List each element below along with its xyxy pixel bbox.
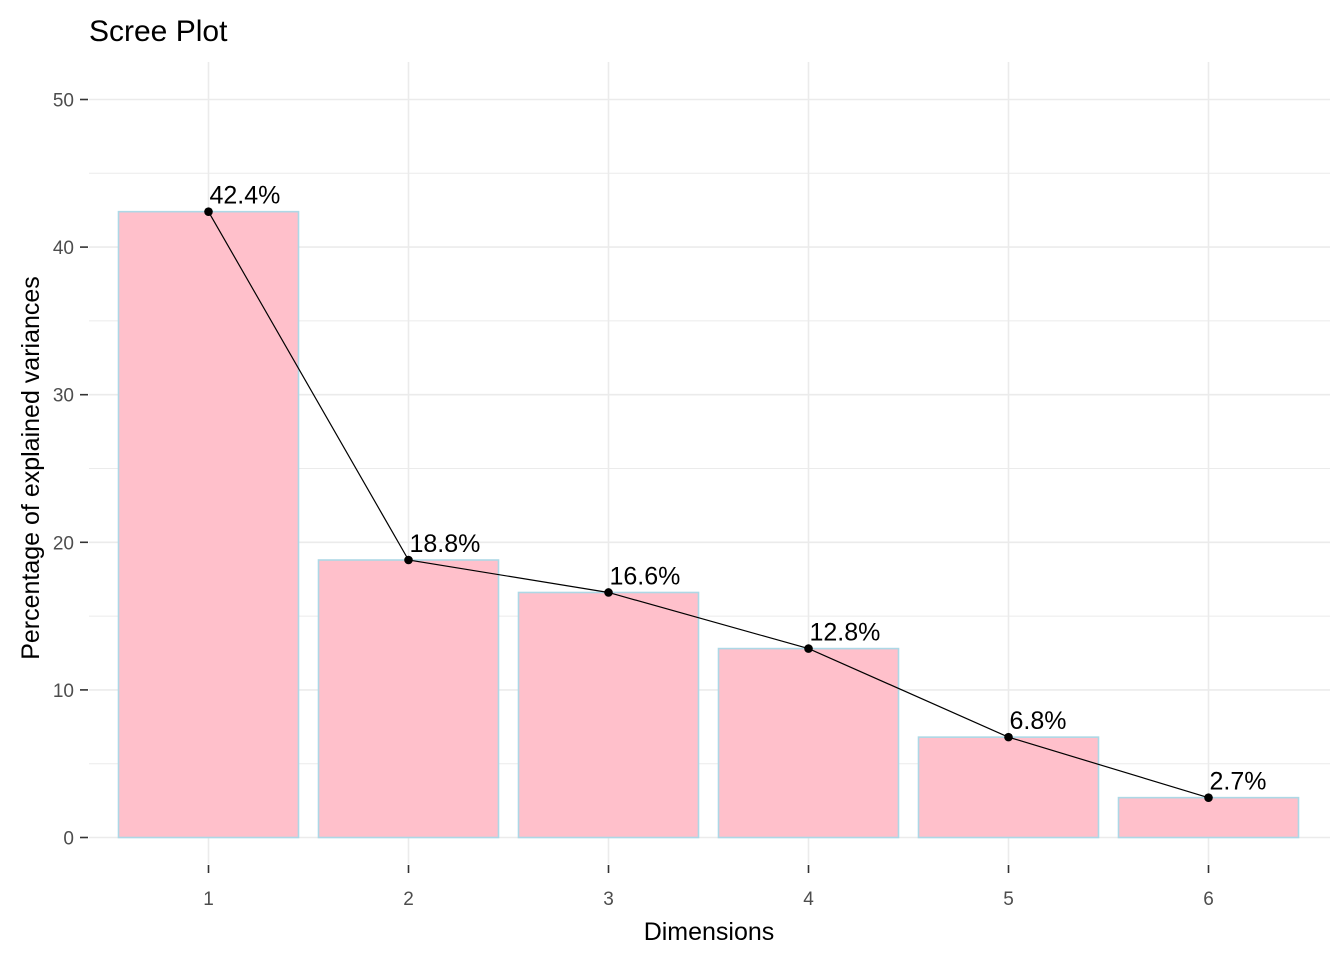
y-tick-label: 20 xyxy=(53,533,74,554)
bar-dim-4 xyxy=(717,647,900,839)
bar-series xyxy=(117,210,1300,839)
y-tick-label: 0 xyxy=(63,829,74,850)
y-tick-label: 40 xyxy=(53,238,74,259)
data-label-dim-6: 2.7% xyxy=(1210,768,1267,796)
x-axis-title: Dimensions xyxy=(644,918,775,946)
x-axis: 1 2 3 4 5 6 xyxy=(203,865,1214,910)
data-label-dim-2: 18.8% xyxy=(410,530,481,558)
point-dim-4 xyxy=(804,644,813,653)
point-dim-3 xyxy=(604,588,613,597)
x-tick-label: 3 xyxy=(603,889,614,910)
point-dim-6 xyxy=(1204,793,1213,802)
point-series xyxy=(204,207,1213,802)
y-tick-label: 30 xyxy=(53,386,74,407)
point-dim-2 xyxy=(404,555,413,565)
bar-dim-1 xyxy=(117,210,300,839)
chart-title: Scree Plot xyxy=(89,15,228,48)
x-tick-label: 6 xyxy=(1203,889,1214,910)
bar-dim-5 xyxy=(917,736,1100,839)
data-label-dim-1: 42.4% xyxy=(210,182,281,210)
y-tick-label: 10 xyxy=(53,681,74,702)
x-tick-label: 2 xyxy=(403,889,414,910)
bar-dim-6 xyxy=(1117,796,1300,839)
y-tick-label: 50 xyxy=(53,91,74,112)
x-tick-label: 4 xyxy=(803,889,814,910)
point-dim-1 xyxy=(204,207,213,216)
y-axis-title: Percentage of explained variances xyxy=(17,276,45,660)
data-label-dim-4: 12.8% xyxy=(810,619,881,647)
point-dim-5 xyxy=(1004,732,1013,742)
trend-line-series xyxy=(207,211,1209,799)
x-tick-label: 1 xyxy=(203,889,214,910)
data-labels: 42.4% 18.8% 16.6% 12.8% 6.8% 2.7% xyxy=(210,182,1267,796)
scree-line xyxy=(207,211,1209,799)
data-label-dim-3: 16.6% xyxy=(610,562,681,590)
y-axis: 0 10 20 30 40 50 xyxy=(53,91,88,850)
x-tick-label: 5 xyxy=(1003,889,1014,910)
bar-dim-2 xyxy=(317,559,500,839)
bar-dim-3 xyxy=(517,591,700,839)
data-label-dim-5: 6.8% xyxy=(1010,707,1067,735)
